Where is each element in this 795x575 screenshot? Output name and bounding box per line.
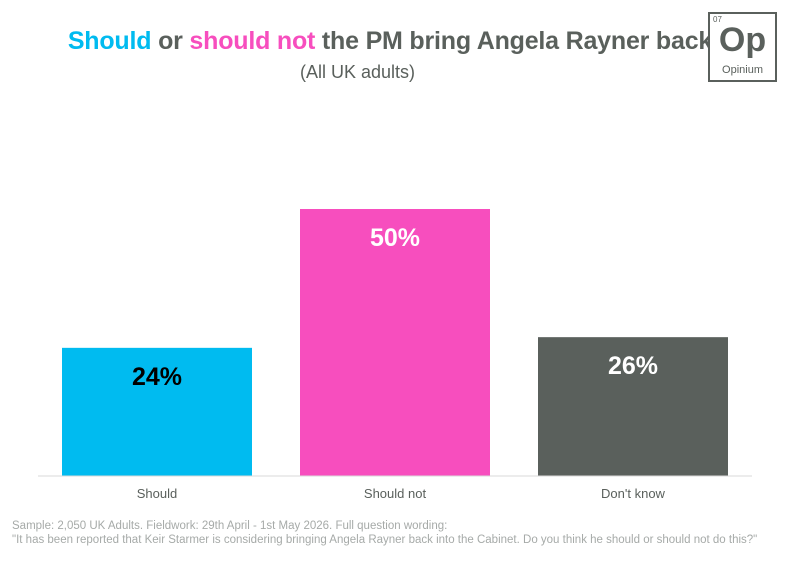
footnote-sample: Sample: 2,050 UK Adults. Fieldwork: 29th… [12, 520, 448, 532]
opinium-logo: 07 Op Opinium [708, 12, 777, 82]
bar-should-not [300, 209, 490, 476]
logo-number: 07 [713, 15, 722, 24]
x-tick-label: Should not [364, 486, 427, 501]
logo-name: Opinium [722, 64, 763, 76]
title-should-not: should not [189, 27, 316, 55]
chart-title: Should or should not the PM bring Angela… [0, 27, 795, 56]
logo-symbol: Op [718, 21, 767, 59]
data-label: 26% [608, 352, 658, 380]
data-label: 24% [132, 363, 182, 391]
bar-chart: 24% Should 50% Should not 26% Don't know [38, 209, 752, 501]
footnote: Sample: 2,050 UK Adults. Fieldwork: 29th… [12, 519, 787, 547]
data-label: 50% [370, 224, 420, 252]
chart-subtitle: (All UK adults) [299, 62, 416, 82]
title-should: Should [67, 27, 152, 55]
x-tick-label: Should [137, 486, 177, 501]
footnote-question: "It has been reported that Keir Starmer … [12, 534, 758, 546]
bar-should [62, 347, 252, 476]
title-or: or [151, 27, 190, 55]
title-rest: the PM bring Angela Rayner back? [315, 27, 728, 55]
x-tick-label: Don't know [601, 486, 666, 501]
bar-don-t-know [538, 337, 728, 476]
